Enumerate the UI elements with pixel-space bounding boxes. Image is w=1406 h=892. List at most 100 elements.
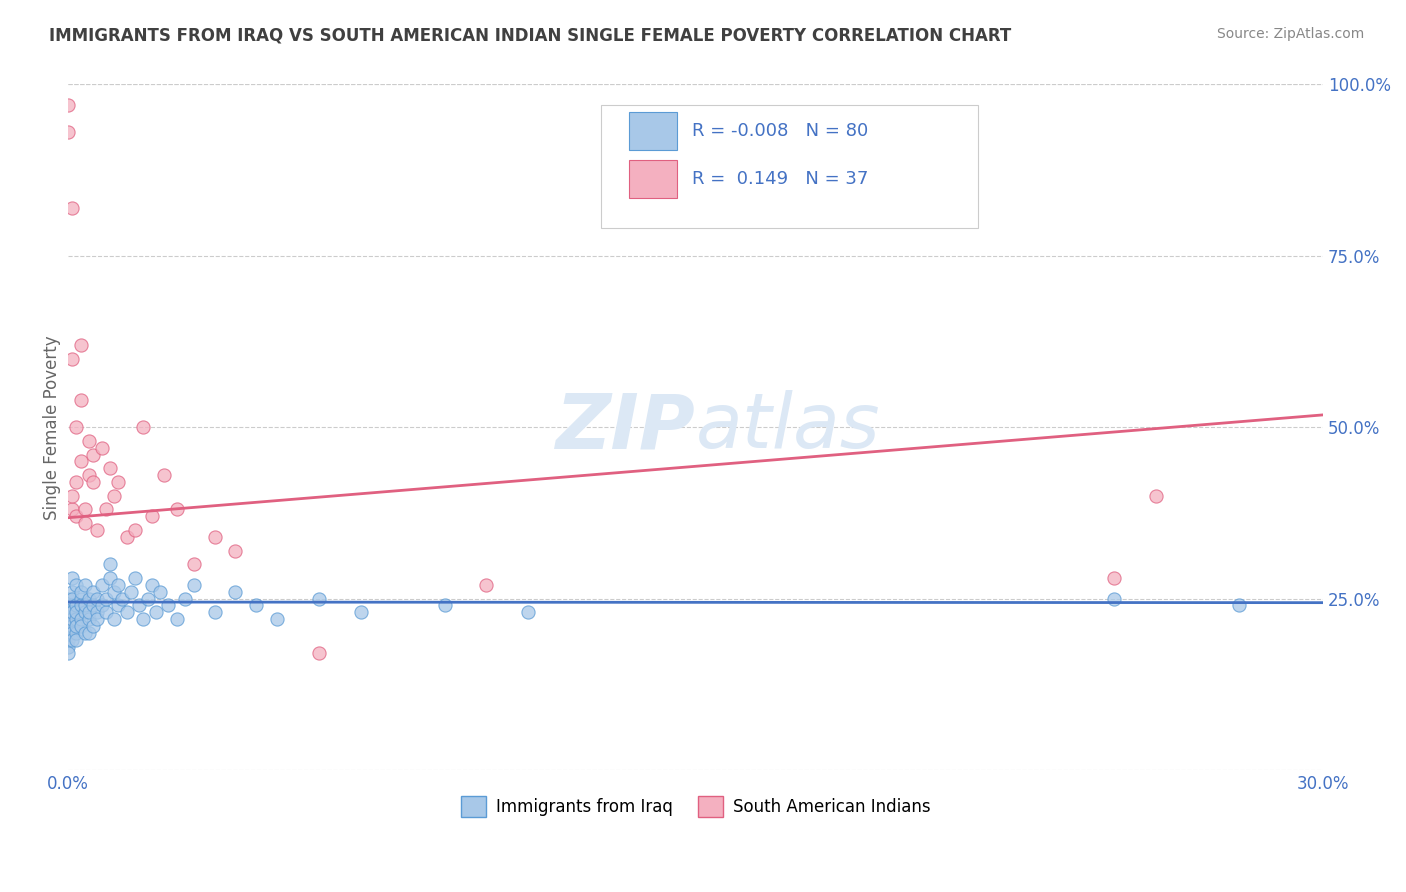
Point xyxy=(308,591,330,606)
Point xyxy=(166,612,188,626)
Point xyxy=(56,599,79,613)
Point xyxy=(60,584,83,599)
Point xyxy=(94,605,117,619)
Point xyxy=(60,502,83,516)
Point xyxy=(157,599,180,613)
Point xyxy=(124,523,146,537)
Text: ZIP: ZIP xyxy=(555,390,696,464)
Point xyxy=(94,502,117,516)
Point xyxy=(86,523,108,537)
Point xyxy=(73,578,96,592)
Point xyxy=(56,612,79,626)
Point xyxy=(166,502,188,516)
Point xyxy=(56,98,79,112)
Point xyxy=(60,605,83,619)
FancyBboxPatch shape xyxy=(602,105,979,228)
Point xyxy=(65,619,87,633)
Point xyxy=(69,454,91,468)
Point xyxy=(60,612,83,626)
Point xyxy=(1102,591,1125,606)
Point xyxy=(128,599,150,613)
Text: atlas: atlas xyxy=(696,390,880,464)
Point xyxy=(77,591,100,606)
Point xyxy=(149,584,172,599)
Point xyxy=(86,591,108,606)
Point xyxy=(141,578,163,592)
Point xyxy=(107,578,129,592)
Point xyxy=(103,489,125,503)
Point xyxy=(111,591,134,606)
Point xyxy=(204,605,226,619)
Point xyxy=(153,468,176,483)
Point xyxy=(90,441,112,455)
Point xyxy=(65,605,87,619)
Point xyxy=(115,530,138,544)
Text: R =  0.149   N = 37: R = 0.149 N = 37 xyxy=(692,169,869,187)
Point xyxy=(103,584,125,599)
Point xyxy=(60,599,83,613)
Point xyxy=(73,599,96,613)
Point xyxy=(69,612,91,626)
Point xyxy=(266,612,288,626)
Point xyxy=(69,599,91,613)
Point xyxy=(245,599,267,613)
Point xyxy=(73,626,96,640)
Point xyxy=(56,591,79,606)
Point xyxy=(120,584,142,599)
Point xyxy=(183,578,205,592)
Point xyxy=(204,530,226,544)
Point xyxy=(94,591,117,606)
FancyBboxPatch shape xyxy=(628,112,676,150)
Point xyxy=(56,640,79,654)
Point xyxy=(60,351,83,366)
Point xyxy=(1102,571,1125,585)
Point xyxy=(60,619,83,633)
Point xyxy=(60,626,83,640)
Point xyxy=(73,516,96,531)
Point xyxy=(56,632,79,647)
Point xyxy=(69,584,91,599)
Point xyxy=(56,605,79,619)
Point xyxy=(69,338,91,352)
Point xyxy=(475,578,498,592)
Point xyxy=(174,591,197,606)
Point xyxy=(183,558,205,572)
Point xyxy=(73,605,96,619)
Point xyxy=(60,201,83,215)
Point xyxy=(56,612,79,626)
Point xyxy=(107,599,129,613)
Point xyxy=(65,626,87,640)
Point xyxy=(90,578,112,592)
Point xyxy=(65,578,87,592)
Point xyxy=(124,571,146,585)
Point xyxy=(90,599,112,613)
Point xyxy=(350,605,373,619)
Text: Source: ZipAtlas.com: Source: ZipAtlas.com xyxy=(1216,27,1364,41)
Point xyxy=(77,468,100,483)
Point xyxy=(56,619,79,633)
Point xyxy=(86,612,108,626)
Point xyxy=(224,584,246,599)
Point xyxy=(308,647,330,661)
Text: R = -0.008   N = 80: R = -0.008 N = 80 xyxy=(692,121,868,140)
Point xyxy=(69,619,91,633)
Point xyxy=(65,509,87,524)
Point xyxy=(60,571,83,585)
Point xyxy=(433,599,456,613)
Point xyxy=(98,571,121,585)
Point xyxy=(103,612,125,626)
Point xyxy=(82,475,104,489)
Point xyxy=(1229,599,1251,613)
Point xyxy=(60,591,83,606)
Point xyxy=(82,599,104,613)
Point xyxy=(65,612,87,626)
Point xyxy=(60,489,83,503)
Point xyxy=(136,591,159,606)
FancyBboxPatch shape xyxy=(628,160,676,197)
Point xyxy=(115,605,138,619)
Point xyxy=(60,605,83,619)
Point xyxy=(107,475,129,489)
Point xyxy=(82,584,104,599)
Point xyxy=(69,392,91,407)
Point xyxy=(86,605,108,619)
